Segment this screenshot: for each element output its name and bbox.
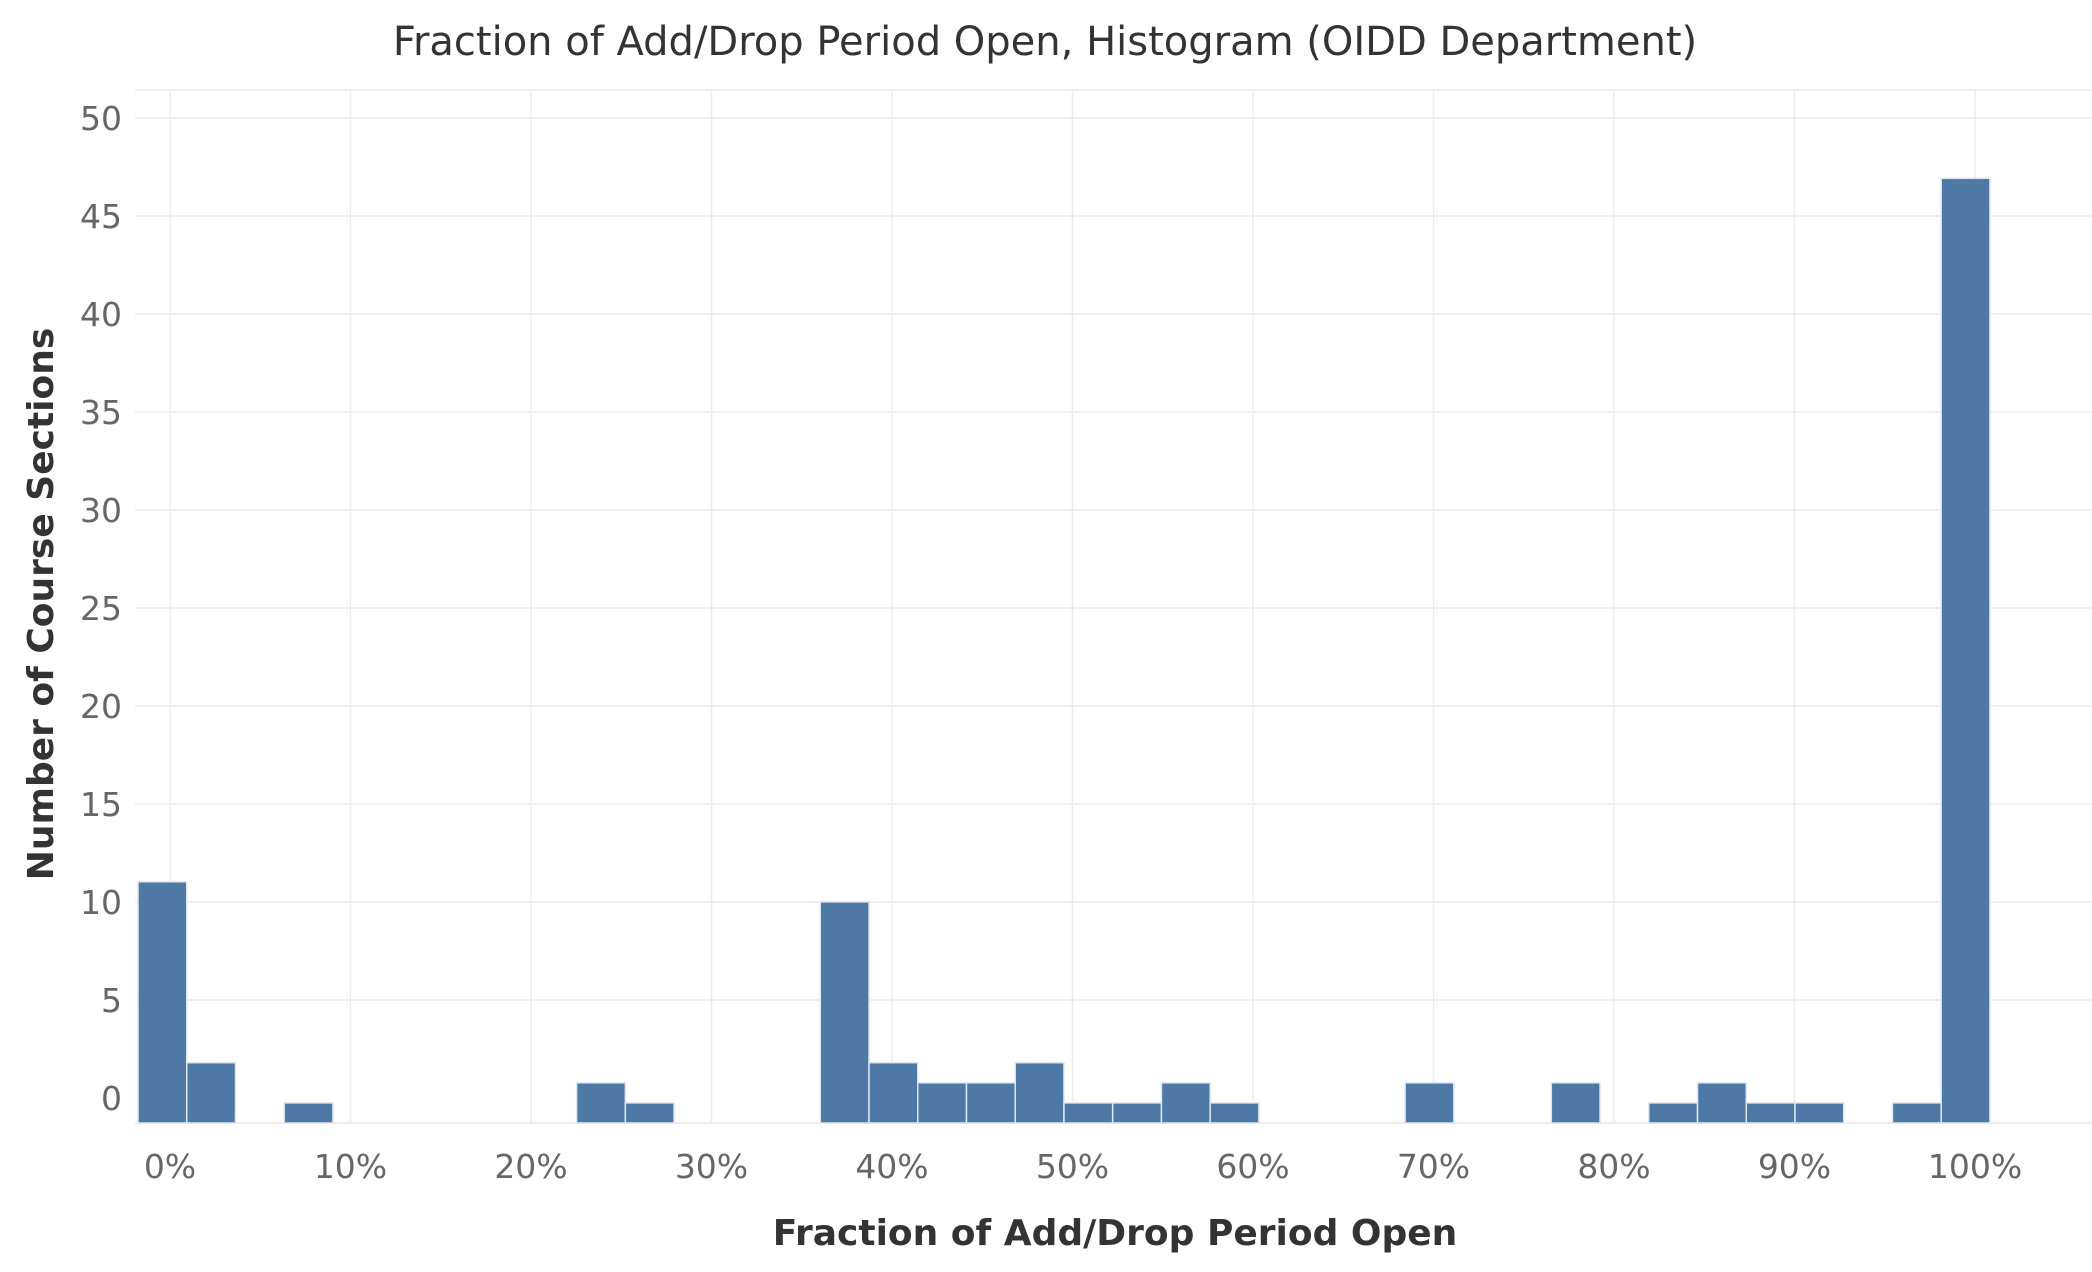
- y-tick-label: 5: [101, 981, 122, 1020]
- x-tick-label: 100%: [1928, 1147, 2022, 1186]
- histogram-bar: [185, 1061, 237, 1124]
- y-axis-ticks: 0 5 10 15 20 25 30 35 40 45 50: [80, 99, 122, 1118]
- x-axis-title: Fraction of Add/Drop Period Open: [773, 1213, 1458, 1254]
- x-tick-label: 70%: [1397, 1147, 1470, 1186]
- x-tick-label: 50%: [1036, 1147, 1109, 1186]
- x-grid-lines: [169, 90, 1976, 1123]
- histogram-bar: [283, 1102, 334, 1124]
- histogram-bar: [1794, 1102, 1845, 1124]
- x-tick-label: 20%: [494, 1147, 567, 1186]
- histogram-bar: [1550, 1082, 1601, 1124]
- y-tick-label: 35: [80, 393, 122, 432]
- histogram-bar: [1209, 1102, 1260, 1124]
- histogram-bar: [1111, 1102, 1163, 1124]
- x-tick-label: 40%: [855, 1147, 928, 1186]
- y-grid-lines: [135, 89, 2092, 1124]
- histogram-bar: [819, 901, 870, 1124]
- histogram-bar: [1160, 1082, 1211, 1124]
- x-tick-label: 0%: [144, 1147, 196, 1186]
- histogram-bar: [1014, 1061, 1065, 1124]
- y-tick-label: 50: [80, 99, 122, 138]
- histogram-bar: [1940, 177, 1991, 1124]
- histogram-bar: [965, 1082, 1016, 1124]
- y-tick-label: 0: [101, 1079, 122, 1118]
- y-tick-label: 45: [80, 197, 122, 236]
- y-tick-label: 30: [80, 491, 122, 530]
- histogram-bar: [575, 1082, 627, 1124]
- x-tick-label: 10%: [314, 1147, 387, 1186]
- histogram-bar: [917, 1082, 968, 1124]
- histogram-bar: [1648, 1102, 1699, 1124]
- y-axis-title: Number of Course Sections: [21, 328, 62, 881]
- histogram-bar: [868, 1061, 919, 1124]
- histogram-bar: [624, 1102, 675, 1124]
- histogram-bar: [1745, 1102, 1796, 1124]
- histogram-bar: [137, 881, 188, 1124]
- histogram-bar: [1063, 1102, 1114, 1124]
- y-tick-label: 25: [80, 589, 122, 628]
- y-tick-label: 20: [80, 687, 122, 726]
- histogram-bar: [1404, 1082, 1455, 1124]
- x-axis-ticks: 0% 10% 20% 30% 40% 50% 60% 70% 80% 90% 100%: [144, 1147, 2022, 1186]
- y-tick-label: 10: [80, 883, 122, 922]
- histogram-bar: [1891, 1102, 1942, 1124]
- y-tick-label: 40: [80, 295, 122, 334]
- y-tick-label: 15: [80, 785, 122, 824]
- chart-title: Fraction of Add/Drop Period Open, Histog…: [393, 19, 1697, 65]
- x-tick-label: 60%: [1216, 1147, 1289, 1186]
- x-tick-label: 30%: [675, 1147, 748, 1186]
- histogram-bar: [1696, 1082, 1748, 1124]
- x-tick-label: 90%: [1758, 1147, 1831, 1186]
- bars-layer: [137, 177, 1991, 1124]
- x-tick-label: 80%: [1577, 1147, 1650, 1186]
